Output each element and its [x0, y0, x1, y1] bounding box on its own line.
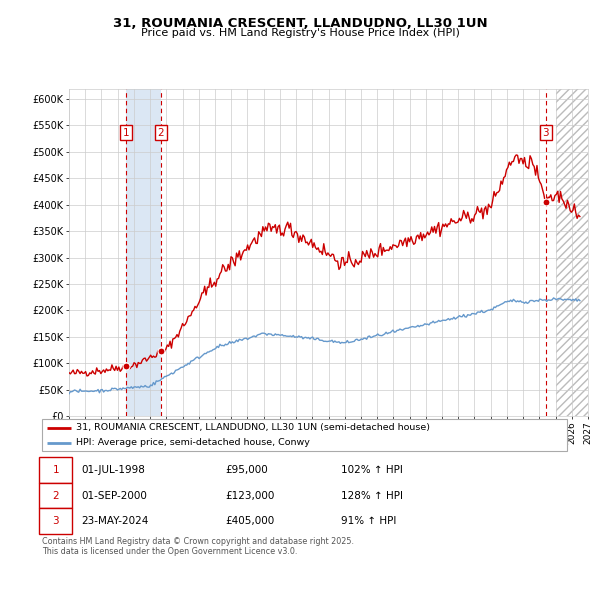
- Text: £123,000: £123,000: [226, 491, 275, 501]
- Text: 31, ROUMANIA CRESCENT, LLANDUDNO, LL30 1UN: 31, ROUMANIA CRESCENT, LLANDUDNO, LL30 1…: [113, 17, 487, 30]
- Text: 128% ↑ HPI: 128% ↑ HPI: [341, 491, 403, 501]
- FancyBboxPatch shape: [42, 419, 567, 451]
- Text: 23-MAY-2024: 23-MAY-2024: [82, 516, 149, 526]
- Text: 01-JUL-1998: 01-JUL-1998: [82, 466, 145, 475]
- Text: 3: 3: [52, 516, 59, 526]
- Text: 01-SEP-2000: 01-SEP-2000: [82, 491, 147, 501]
- FancyBboxPatch shape: [40, 483, 72, 509]
- Text: 102% ↑ HPI: 102% ↑ HPI: [341, 466, 403, 475]
- Bar: [126, 88, 161, 416]
- Text: Contains HM Land Registry data © Crown copyright and database right 2025.: Contains HM Land Registry data © Crown c…: [42, 537, 354, 546]
- Text: 1: 1: [52, 466, 59, 475]
- Text: 2: 2: [158, 127, 164, 137]
- Text: This data is licensed under the Open Government Licence v3.0.: This data is licensed under the Open Gov…: [42, 547, 298, 556]
- Text: 2: 2: [52, 491, 59, 501]
- Text: 91% ↑ HPI: 91% ↑ HPI: [341, 516, 397, 526]
- Bar: [556, 88, 588, 416]
- Text: Price paid vs. HM Land Registry's House Price Index (HPI): Price paid vs. HM Land Registry's House …: [140, 28, 460, 38]
- Text: 31, ROUMANIA CRESCENT, LLANDUDNO, LL30 1UN (semi-detached house): 31, ROUMANIA CRESCENT, LLANDUDNO, LL30 1…: [76, 423, 430, 432]
- Bar: [556, 88, 588, 416]
- Text: HPI: Average price, semi-detached house, Conwy: HPI: Average price, semi-detached house,…: [76, 438, 310, 447]
- Text: £405,000: £405,000: [226, 516, 275, 526]
- FancyBboxPatch shape: [40, 457, 72, 483]
- FancyBboxPatch shape: [40, 509, 72, 534]
- Text: 1: 1: [122, 127, 129, 137]
- Text: £95,000: £95,000: [226, 466, 269, 475]
- Text: 3: 3: [542, 127, 549, 137]
